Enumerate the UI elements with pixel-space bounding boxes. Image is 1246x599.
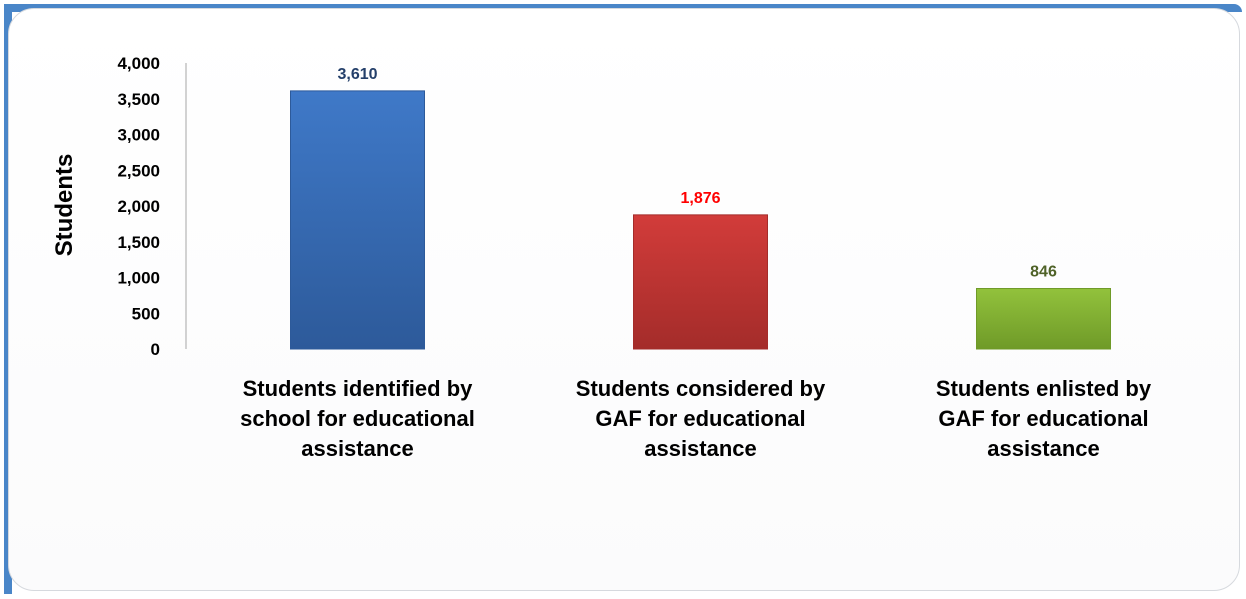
y-tick-label: 0 <box>151 340 160 359</box>
bar <box>976 288 1111 350</box>
x-tick-label: Students identified by school for educati… <box>240 376 475 461</box>
y-tick-label: 2,000 <box>117 197 160 216</box>
bar <box>290 90 425 350</box>
y-tick-label: 3,000 <box>117 126 160 145</box>
y-axis: 0 500 1,000 1,500 2,000 2,500 3,000 3,500 4,000 <box>117 54 187 359</box>
y-tick-label: 500 <box>132 304 160 323</box>
y-tick-label: 4,000 <box>117 54 160 73</box>
y-axis-title: Students <box>51 154 78 257</box>
x-axis-labels: Students identified by school for educati… <box>240 376 1152 461</box>
bars <box>290 90 1111 350</box>
data-label: 846 <box>1030 264 1057 281</box>
data-labels: 3,610 1,876 846 <box>337 66 1056 281</box>
y-tick-label: 1,000 <box>117 269 160 288</box>
y-tick-label: 2,500 <box>117 161 160 180</box>
bar <box>633 214 768 350</box>
x-tick-label: Students considered by GAF for educationa… <box>576 376 826 461</box>
data-label: 3,610 <box>337 66 377 83</box>
x-tick-label: Students enlisted by GAF for educational a… <box>936 376 1152 461</box>
y-tick-label: 3,500 <box>117 90 160 109</box>
y-tick-label: 1,500 <box>117 233 160 252</box>
data-label: 1,876 <box>680 190 720 207</box>
